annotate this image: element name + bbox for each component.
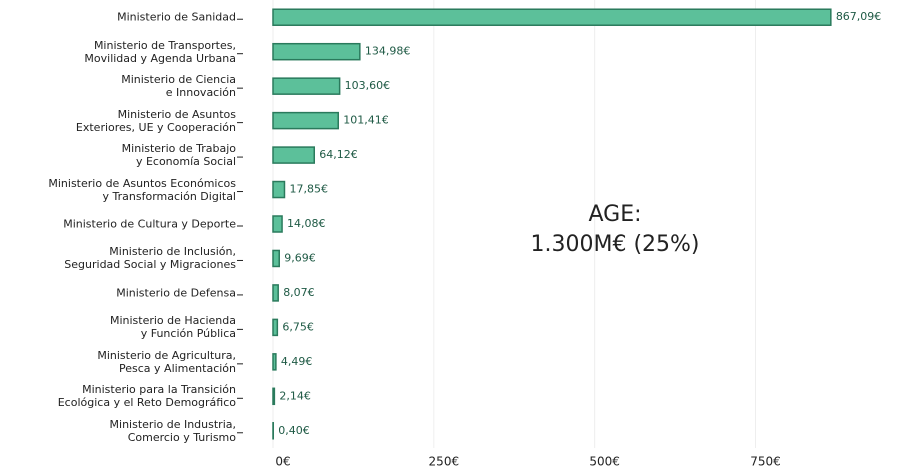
value-label: 4,49€ [281, 355, 313, 368]
value-label: 103,60€ [345, 79, 391, 92]
value-label: 64,12€ [319, 148, 358, 161]
bar [272, 284, 279, 302]
x-tick-label: 0€ [275, 455, 290, 469]
value-label: 0,40€ [278, 424, 310, 437]
bar [272, 77, 341, 95]
bar [272, 146, 316, 164]
x-tick-label: 250€ [429, 455, 460, 469]
y-tick-label: Ministerio de Defensa [116, 286, 236, 300]
value-label: 9,69€ [284, 251, 316, 264]
value-label: 8,07€ [283, 286, 315, 299]
y-tick-label: Ministerio de Asuntos Económicos y Trans… [48, 176, 236, 203]
value-label: 101,41€ [343, 114, 389, 127]
y-tick-label: Ministerio para la Transición Ecológica … [57, 383, 236, 410]
bar [272, 318, 279, 337]
bar [272, 215, 283, 233]
value-label: 134,98€ [365, 45, 411, 58]
value-label: 17,85€ [289, 183, 328, 196]
value-label: 867,09€ [836, 10, 882, 23]
value-label: 2,14€ [279, 389, 311, 402]
y-tick-label: Ministerio de Industria, Comercio y Turi… [109, 417, 236, 444]
bar [272, 249, 280, 268]
bar [272, 387, 276, 406]
y-tick-label: Ministerio de Trabajo y Economía Social [121, 142, 236, 169]
y-tick-label: Ministerio de Agricultura, Pesca y Alime… [97, 348, 236, 375]
bar [272, 111, 339, 130]
y-tick-label: Ministerio de Sanidad [117, 10, 236, 24]
value-label: 6,75€ [282, 320, 314, 333]
y-tick-label: Ministerio de Transportes, Movilidad y A… [84, 38, 236, 65]
bar [272, 8, 832, 26]
annotation: AGE: 1.300M€ (25%) [530, 202, 700, 257]
y-tick-label: Ministerio de Ciencia e Innovación [121, 73, 236, 100]
y-tick-label: Ministerio de Asuntos Exteriores, UE y C… [75, 107, 236, 134]
value-label: 14,08€ [287, 217, 326, 230]
y-tick-label: Ministerio de Inclusión, Seguridad Socia… [64, 245, 236, 272]
y-tick-label: Ministerio de Cultura y Deporte [63, 217, 236, 231]
bar [272, 180, 286, 199]
x-tick-label: 750€ [750, 455, 781, 469]
bar [272, 42, 361, 61]
x-tick-label: 500€ [589, 455, 620, 469]
y-tick-label: Ministerio de Hacienda y Función Pública [109, 314, 236, 341]
bar [272, 353, 277, 371]
